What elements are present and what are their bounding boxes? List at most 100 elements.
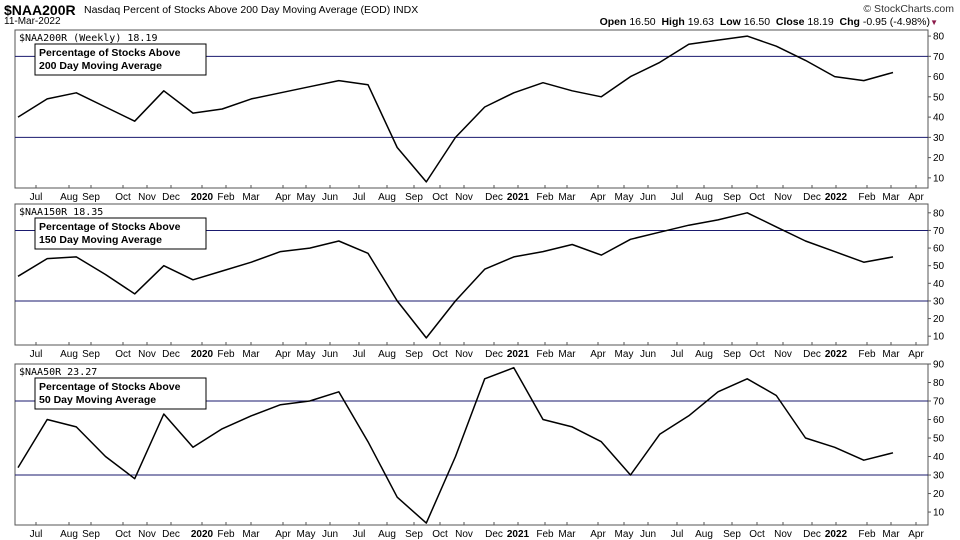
x-tick-label: Jul [353,192,366,203]
x-tick-label: Dec [485,192,503,203]
chart-date: 11-Mar-2022 [4,16,61,27]
x-tick-label: Apr [590,192,606,203]
x-tick-label: Sep [405,192,423,203]
x-tick-label: Jun [640,529,656,540]
close-value: 18.19 [807,16,834,28]
y-tick-label: 30 [933,471,945,482]
annotation-box [34,43,207,76]
x-tick-label: Aug [695,349,713,360]
panel-frame [14,363,929,526]
x-tick-label: Aug [60,192,78,203]
y-tick-label: 50 [933,434,945,445]
x-tick-label: Aug [60,529,78,540]
x-tick-label: 2021 [507,529,530,540]
x-tick-label: Mar [242,349,260,360]
y-tick-label: 20 [933,489,945,500]
x-tick-label: Jun [640,192,656,203]
x-tick-label: Sep [723,349,741,360]
x-tick-label: Sep [82,529,100,540]
x-tick-label: 2022 [825,349,848,360]
x-tick-label: Dec [162,529,180,540]
x-tick-label: Oct [432,349,448,360]
x-tick-label: Apr [275,529,291,540]
x-tick-label: Jul [30,192,43,203]
x-tick-label: Dec [803,192,821,203]
y-tick-label: 80 [933,32,945,43]
open-value: 16.50 [629,16,656,28]
x-tick-label: Mar [242,192,260,203]
x-tick-label: Nov [138,529,156,540]
x-tick-label: Oct [432,192,448,203]
y-tick-label: 60 [933,415,945,426]
x-tick-label: Apr [590,529,606,540]
x-tick-label: Oct [749,349,765,360]
x-tick-label: Feb [536,349,554,360]
x-tick-label: Mar [242,529,260,540]
x-tick-label: Mar [558,349,576,360]
x-tick-label: Apr [908,349,924,360]
annotation-text: Percentage of Stocks Above [39,47,181,59]
annotation-box [34,217,207,250]
x-tick-label: 2022 [825,529,848,540]
x-tick-label: May [297,529,316,540]
x-tick-label: Aug [378,349,396,360]
down-triangle-icon: ▼ [930,18,938,27]
x-tick-label: Aug [378,529,396,540]
x-tick-label: Jun [322,349,338,360]
chart-header: $NAA200R Nasdaq Percent of Stocks Above … [0,0,960,30]
y-tick-label: 90 [933,360,945,371]
x-tick-label: Feb [536,192,554,203]
x-tick-label: Apr [590,349,606,360]
x-tick-label: 2020 [191,529,214,540]
panel-title: $NAA50R 23.27 [19,367,97,378]
x-tick-label: Dec [485,529,503,540]
x-tick-label: Sep [723,529,741,540]
high-value: 19.63 [687,16,714,28]
y-tick-label: 80 [933,378,945,389]
x-tick-label: Jul [671,529,684,540]
panel-title: $NAA150R 18.35 [19,207,103,218]
x-tick-label: Dec [803,529,821,540]
x-tick-label: Nov [455,529,473,540]
x-tick-label: May [615,349,634,360]
x-tick-label: Apr [275,192,291,203]
y-tick-label: 40 [933,279,945,290]
annotation-text: Percentage of Stocks Above [39,381,181,393]
series-line [17,35,894,183]
low-value: 16.50 [743,16,771,28]
x-tick-label: Nov [138,192,156,203]
y-tick-label: 10 [933,173,945,184]
x-tick-label: Sep [723,192,741,203]
y-tick-label: 50 [933,261,945,272]
ohlc-readout: Open 16.50 High 19.63 Low 16.50 Close 18… [600,16,930,28]
x-tick-label: Feb [217,529,235,540]
symbol-description: Nasdaq Percent of Stocks Above 200 Day M… [84,4,419,16]
x-tick-label: Sep [82,192,100,203]
panel-frame [14,203,929,346]
x-tick-label: May [615,529,634,540]
x-tick-label: Nov [138,349,156,360]
x-tick-label: Nov [774,349,792,360]
y-tick-label: 10 [933,332,945,343]
x-tick-label: Dec [162,349,180,360]
x-tick-label: May [297,192,316,203]
chg-value: -0.95 (-4.98%) [862,16,930,28]
y-tick-label: 60 [933,72,945,83]
series-line [17,212,894,339]
x-tick-label: Jun [322,529,338,540]
x-tick-label: May [615,192,634,203]
y-tick-label: 20 [933,314,945,325]
x-tick-label: Feb [858,349,876,360]
x-tick-label: Jun [322,192,338,203]
x-tick-label: 2020 [191,192,214,203]
panel-title: $NAA200R (Weekly) 18.19 [19,33,157,44]
annotation-text: 200 Day Moving Average [39,60,162,72]
y-tick-label: 80 [933,208,945,219]
annotation-text: 50 Day Moving Average [39,394,156,406]
x-tick-label: 2021 [507,192,530,203]
x-tick-label: Oct [115,349,131,360]
x-tick-label: Apr [908,192,924,203]
y-tick-label: 10 [933,508,945,519]
y-tick-label: 50 [933,92,945,103]
